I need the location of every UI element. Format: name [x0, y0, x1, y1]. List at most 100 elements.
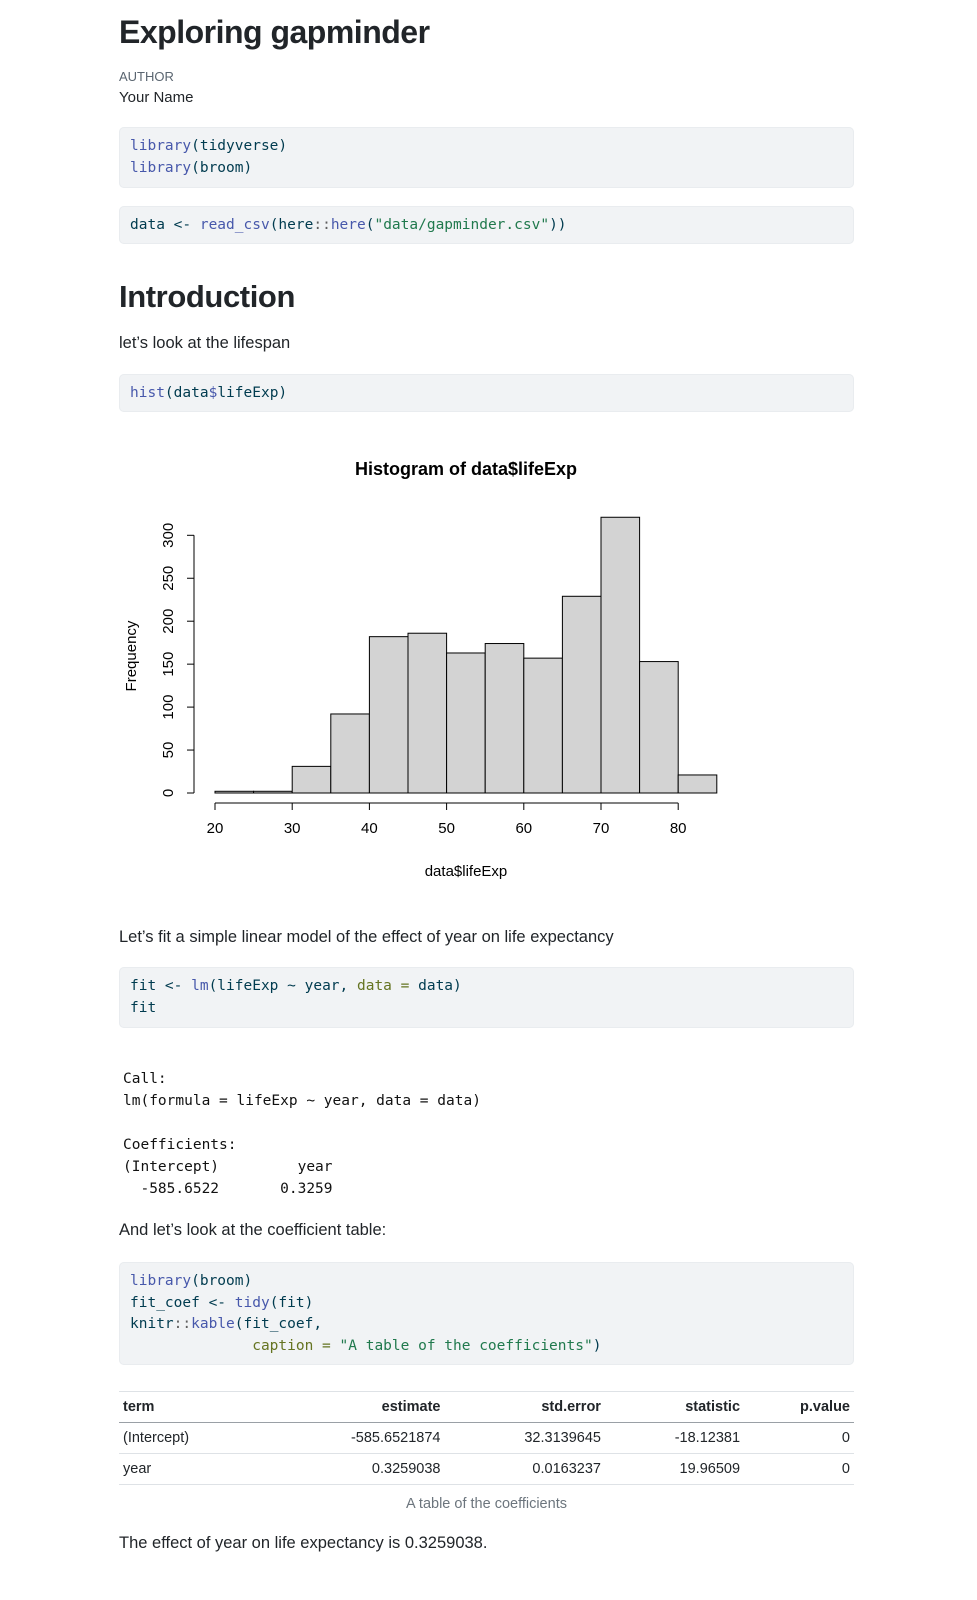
code-function: read_csv — [199, 217, 270, 233]
author-label: AUTHOR — [119, 69, 174, 84]
code-argument: caption = — [252, 1337, 331, 1354]
code-block-read-data[interactable]: data <- read_csv(here::here("data/gapmin… — [119, 206, 854, 244]
column-header: p.value — [744, 1391, 854, 1423]
code-text: knitr — [130, 1316, 174, 1332]
code-text: data <- — [130, 217, 200, 233]
y-tick-label: 150 — [160, 652, 177, 677]
table-cell: 0.3259038 — [259, 1453, 445, 1485]
code-line: library(broom) — [130, 160, 252, 176]
output-line: (Intercept) year — [123, 1159, 350, 1175]
code-block-libraries[interactable]: library(tidyverse) library(broom) — [119, 127, 854, 188]
code-text: (fit) — [269, 1294, 314, 1311]
x-tick-label: 40 — [361, 820, 378, 837]
code-text: (lifeExp ~ year, — [208, 978, 357, 994]
histogram-bar — [253, 790, 293, 794]
intro-paragraph: let’s look at the lifespan — [119, 334, 291, 352]
code-text: fit — [130, 999, 157, 1016]
code-function: hist — [130, 385, 165, 401]
code-operator: :: — [313, 217, 331, 233]
code-text: fit_coef <- — [130, 1294, 235, 1311]
x-tick-label: 70 — [593, 820, 610, 837]
y-tick-label: 250 — [160, 566, 177, 591]
code-operator: :: — [173, 1316, 192, 1332]
code-line: fit_coef <- tidy(fit) — [130, 1295, 313, 1311]
code-text: (fit_coef, — [234, 1316, 323, 1332]
code-argument: data = — [356, 978, 410, 994]
code-function: library — [130, 159, 192, 176]
histogram-bar — [407, 632, 448, 794]
code-indent — [130, 1338, 252, 1354]
page-title: Exploring gapminder — [119, 14, 430, 50]
column-header: statistic — [604, 1391, 745, 1423]
code-line: fit <- lm(lifeExp ~ year, data = data) — [130, 978, 462, 994]
histogram-bar — [368, 636, 409, 794]
output-line: -585.6522 0.3259 — [123, 1181, 350, 1197]
code-text: lifeExp) — [217, 385, 288, 401]
code-function: library — [130, 1273, 192, 1289]
histogram-bar — [561, 595, 602, 794]
y-tick-label: 50 — [160, 742, 177, 759]
histogram-bar — [639, 661, 679, 794]
histogram-bar — [677, 774, 718, 794]
column-header: std.error — [444, 1391, 605, 1423]
output-line: Coefficients: — [123, 1137, 237, 1153]
table-caption: A table of the coefficients — [406, 1496, 567, 1512]
conclusion-paragraph: The effect of year on life expectancy is… — [119, 1534, 488, 1552]
table-cell: 0.0163237 — [444, 1453, 605, 1485]
code-text: fit <- — [130, 978, 192, 994]
x-tick-label: 50 — [438, 820, 455, 837]
code-text: data) — [409, 978, 462, 994]
axes-group: 20 30 40 50 60 70 80 0 50 100 150 200 250 300 — [160, 523, 687, 837]
table-cell: 0 — [744, 1453, 854, 1485]
code-block-kable[interactable]: library(broom) fit_coef <- tidy(fit) kni… — [119, 1262, 854, 1365]
code-function: tidy — [234, 1294, 270, 1311]
code-block-hist[interactable]: hist(data$lifeExp) — [119, 374, 854, 412]
code-line: caption = "A table of the coefficients") — [130, 1338, 601, 1354]
histogram-bar — [330, 713, 370, 794]
code-text: (data — [164, 385, 209, 401]
table-header-row: term estimate std.error statistic p.valu… — [119, 1391, 854, 1423]
y-axis-label: Frequency — [123, 620, 140, 691]
table-row: (Intercept) -585.6521874 32.3139645 -18.… — [119, 1422, 854, 1454]
table-cell: (Intercept) — [119, 1422, 260, 1454]
column-header: estimate — [259, 1391, 445, 1423]
table-row: year 0.3259038 0.0163237 19.96509 0 — [119, 1453, 854, 1485]
code-string: "A table of the coefficients" — [339, 1337, 593, 1354]
code-function: kable — [191, 1316, 235, 1332]
code-function: here — [330, 217, 366, 233]
histogram-chart: Histogram of data$lifeExp data$lifeExp F… — [123, 459, 718, 880]
author-name: Your Name — [119, 89, 194, 106]
coef-paragraph: And let’s look at the coefficient table: — [119, 1221, 387, 1239]
code-string: "data/gapminder.csv" — [374, 217, 550, 233]
x-tick-label: 60 — [515, 820, 532, 837]
model-paragraph: Let’s fit a simple linear model of the e… — [119, 928, 614, 946]
section-heading-introduction: Introduction — [119, 279, 295, 314]
output-line: Call: — [123, 1071, 167, 1087]
y-tick-label: 100 — [160, 695, 177, 720]
code-text: (here — [269, 217, 314, 233]
histogram-bar — [214, 790, 255, 794]
y-tick-label: 300 — [160, 523, 177, 548]
table-cell: 0 — [744, 1422, 854, 1454]
output-line: lm(formula = lifeExp ~ year, data = data… — [123, 1093, 481, 1109]
table-cell: -18.12381 — [604, 1422, 745, 1454]
table-cell: 32.3139645 — [444, 1422, 605, 1454]
histogram-bar — [291, 765, 332, 794]
code-line: library(tidyverse) — [130, 138, 287, 154]
code-block-lm[interactable]: fit <- lm(lifeExp ~ year, data = data) f… — [119, 967, 854, 1028]
coefficient-table: term estimate std.error statistic p.valu… — [119, 1391, 854, 1485]
x-axis-label: data$lifeExp — [425, 863, 508, 880]
x-tick-label: 30 — [284, 820, 301, 837]
code-text: ) — [592, 1337, 602, 1354]
table-cell: 19.96509 — [604, 1453, 745, 1485]
histogram-bar — [484, 643, 525, 794]
code-space — [331, 1338, 340, 1354]
y-tick-label: 0 — [160, 789, 177, 797]
y-tick-label: 200 — [160, 609, 177, 634]
model-output: Call: lm(formula = lifeExp ~ year, data … — [123, 1068, 481, 1200]
histogram-bar — [600, 516, 641, 794]
code-line: knitr::kable(fit_coef, — [130, 1316, 322, 1332]
code-text: (tidyverse) — [191, 138, 288, 154]
column-header: term — [119, 1391, 260, 1423]
code-function: lm — [191, 978, 209, 994]
